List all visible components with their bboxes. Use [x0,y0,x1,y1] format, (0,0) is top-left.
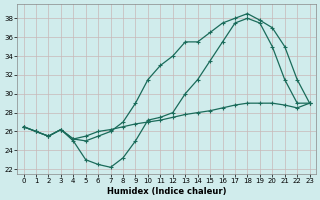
X-axis label: Humidex (Indice chaleur): Humidex (Indice chaleur) [107,187,226,196]
